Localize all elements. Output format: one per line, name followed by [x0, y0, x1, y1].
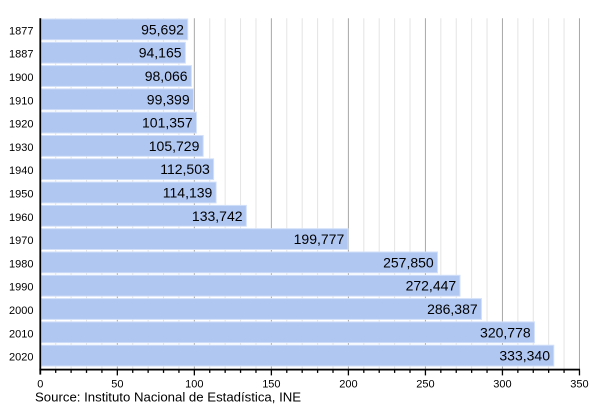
svg-text:133,742: 133,742 [192, 208, 243, 224]
svg-text:112,503: 112,503 [160, 161, 210, 177]
svg-text:101,357: 101,357 [142, 115, 193, 131]
svg-text:2010: 2010 [9, 328, 33, 340]
svg-text:272,447: 272,447 [406, 278, 457, 294]
svg-text:200: 200 [339, 378, 357, 390]
svg-text:1980: 1980 [9, 258, 33, 270]
svg-text:1930: 1930 [9, 142, 33, 154]
svg-text:1920: 1920 [9, 119, 33, 131]
svg-text:0: 0 [37, 378, 43, 390]
svg-text:1960: 1960 [9, 212, 33, 224]
svg-text:114,139: 114,139 [163, 185, 213, 201]
svg-text:Source: Instituto Nacional de: Source: Instituto Nacional de Estadístic… [35, 389, 301, 404]
svg-text:1877: 1877 [9, 25, 33, 37]
svg-text:98,066: 98,066 [145, 68, 188, 84]
svg-text:105,729: 105,729 [149, 138, 200, 154]
svg-text:1990: 1990 [9, 282, 33, 294]
svg-text:94,165: 94,165 [139, 45, 182, 61]
svg-text:333,340: 333,340 [499, 348, 550, 364]
svg-text:257,850: 257,850 [383, 254, 434, 270]
svg-text:1900: 1900 [9, 72, 33, 84]
svg-text:95,692: 95,692 [141, 21, 184, 37]
svg-text:99,399: 99,399 [147, 91, 190, 107]
svg-text:150: 150 [262, 378, 280, 390]
svg-text:199,777: 199,777 [294, 231, 345, 247]
svg-text:1950: 1950 [9, 189, 33, 201]
svg-text:1940: 1940 [9, 165, 33, 177]
svg-text:1910: 1910 [9, 95, 33, 107]
svg-text:320,778: 320,778 [480, 324, 531, 340]
svg-text:1970: 1970 [9, 235, 33, 247]
svg-text:300: 300 [493, 378, 511, 390]
svg-text:100: 100 [185, 378, 203, 390]
svg-text:50: 50 [111, 378, 123, 390]
svg-text:250: 250 [416, 378, 434, 390]
svg-text:1887: 1887 [9, 49, 33, 61]
svg-text:286,387: 286,387 [427, 301, 478, 317]
svg-text:2000: 2000 [9, 305, 33, 317]
svg-text:350: 350 [570, 378, 588, 390]
svg-text:2020: 2020 [9, 352, 33, 364]
